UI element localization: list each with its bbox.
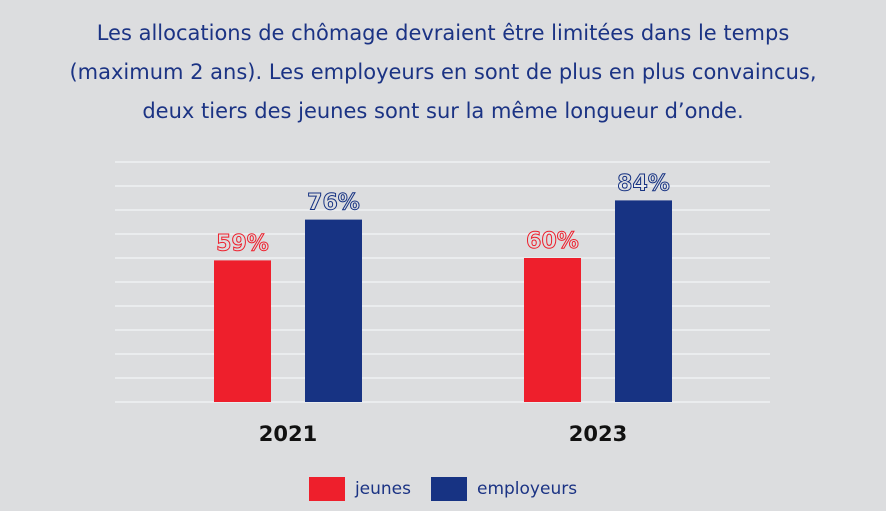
- legend-item-jeunes: jeunes: [308, 477, 411, 501]
- legend-label: jeunes: [354, 479, 411, 499]
- chart-title: Les allocations de chômage devraient êtr…: [0, 14, 886, 131]
- legend-label: employeurs: [476, 479, 578, 499]
- title-line: deux tiers des jeunes sont sur la même l…: [142, 99, 744, 123]
- legend-swatch: [308, 477, 345, 501]
- legend: jeunes employeurs: [0, 477, 886, 501]
- title-line: (maximum 2 ans). Les employeurs en sont …: [69, 60, 817, 84]
- bar-employeurs-2021: [305, 219, 362, 402]
- bar-chart: 59% 76% 2021 60% 84% 2023: [115, 161, 770, 446]
- bar-jeunes-2023: [524, 258, 581, 402]
- bar-employeurs-2023: [615, 200, 672, 402]
- legend-item-employeurs: employeurs: [430, 477, 578, 501]
- data-label: 84%: [617, 171, 670, 196]
- x-tick-label: 2021: [259, 422, 317, 446]
- data-label: 59%: [216, 231, 269, 256]
- legend-swatch: [430, 477, 467, 501]
- data-label: 76%: [307, 191, 360, 216]
- data-label: 60%: [526, 229, 579, 254]
- x-tick-label: 2023: [569, 422, 627, 446]
- title-line: Les allocations de chômage devraient êtr…: [96, 21, 790, 45]
- bar-jeunes-2021: [214, 260, 271, 402]
